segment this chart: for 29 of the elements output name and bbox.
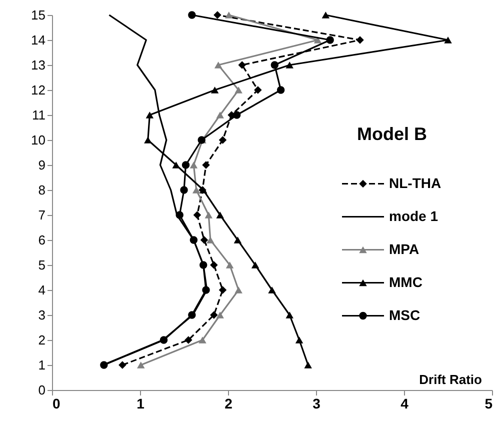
y-tick-label: 5 <box>38 258 46 272</box>
x-tick-label: 3 <box>312 396 321 412</box>
x-tick-label: 1 <box>136 396 145 412</box>
y-tick-label: 9 <box>38 158 46 172</box>
y-tick-label: 3 <box>38 308 46 322</box>
legend-label: MSC <box>389 306 420 323</box>
y-tick-label: 11 <box>32 108 46 122</box>
legend-label: MMC <box>389 274 422 290</box>
x-tick-label: 0 <box>52 396 60 412</box>
x-tick-label: 4 <box>400 396 409 412</box>
y-tick-label: 13 <box>31 58 46 72</box>
y-tick-label: 14 <box>31 32 46 48</box>
y-tick-label: 10 <box>31 132 46 148</box>
x-tick-label: 5 <box>484 396 493 412</box>
legend-label: mode 1 <box>389 208 438 224</box>
y-tick-label: 2 <box>38 332 46 348</box>
y-tick-label: 15 <box>31 8 46 22</box>
y-tick-label: 8 <box>38 182 46 198</box>
legend-label: MPA <box>389 240 420 257</box>
legend-label: NL-THA <box>389 174 442 191</box>
y-tick-label: 7 <box>38 208 46 222</box>
y-tick-label: 0 <box>38 382 46 398</box>
y-tick-label: 6 <box>38 232 46 248</box>
y-tick-label: 12 <box>31 82 46 98</box>
y-tick-label: 4 <box>38 282 46 298</box>
x-tick-label: 2 <box>224 396 233 412</box>
x-axis-title: Drift Ratio <box>419 372 482 387</box>
y-tick-label: 1 <box>38 358 46 372</box>
text: Model B <box>357 124 427 144</box>
